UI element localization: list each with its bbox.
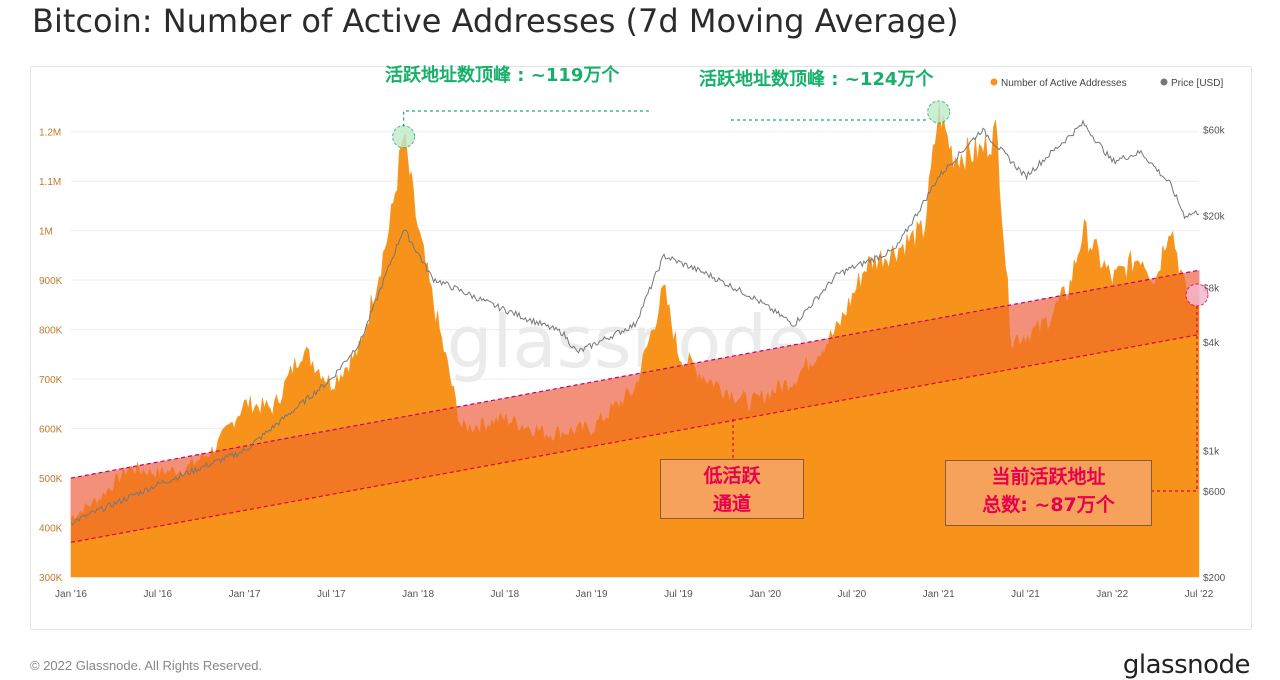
x-tick-label: Jul '18 <box>491 589 520 600</box>
price-line <box>70 119 1200 526</box>
x-tick-label: Jan '20 <box>749 589 781 600</box>
x-tick-label: Jan '16 <box>55 589 87 600</box>
legend-swatch-addresses <box>990 78 998 86</box>
x-tick-label: Jul '22 <box>1185 589 1214 600</box>
y-left-tick-label: 1M <box>39 227 53 238</box>
glassnode-logo: glassnode <box>1122 650 1251 680</box>
current-marker <box>1185 283 1209 307</box>
y-left-tick-label: 400K <box>39 524 63 535</box>
peak-2018-marker <box>392 125 416 149</box>
copyright-footer: © 2022 Glassnode. All Rights Reserved. <box>30 658 263 673</box>
low-activity-channel-band <box>71 270 1199 543</box>
current-connector <box>1149 306 1198 492</box>
x-tick-label: Jan '19 <box>576 589 608 600</box>
legend-label-price: Price [USD] <box>1171 78 1223 89</box>
y-right-tick-label: $8k <box>1203 284 1220 295</box>
y-right-tick-label: $600 <box>1203 487 1226 498</box>
annotation-channel-line1: 低活跃 <box>703 465 761 487</box>
y-right-tick-label: $1k <box>1203 447 1220 458</box>
y-left-tick-label: 800K <box>39 326 63 337</box>
x-tick-label: Jul '16 <box>143 589 172 600</box>
y-left-tick-label: 1.2M <box>39 128 61 139</box>
y-right-tick-label: $20k <box>1203 212 1226 223</box>
annotation-low-activity-channel: 低活跃 通道 <box>660 459 804 519</box>
annotation-current-line2: 总数: ~87万个 <box>982 494 1115 516</box>
peak-2018-connector <box>403 110 651 127</box>
channel-upper-line <box>70 269 1200 479</box>
annotation-current-addresses: 当前活跃地址 总数: ~87万个 <box>945 460 1152 526</box>
chart-svg: 300K 400K 500K 600K 700K 800K 900K 1M 1.1M 1.2M $2… <box>39 78 1226 600</box>
x-tick-label: Jul '20 <box>838 589 867 600</box>
annotation-channel-line2: 通道 <box>712 493 751 515</box>
x-tick-label: Jan '21 <box>923 589 955 600</box>
x-tick-label: Jan '22 <box>1096 589 1128 600</box>
x-tick-label: Jul '17 <box>317 589 346 600</box>
x-tick-label: Jul '19 <box>664 589 693 600</box>
peak-2021-marker <box>927 100 951 124</box>
x-tick-label: Jul '21 <box>1011 589 1040 600</box>
legend-swatch-price <box>1160 78 1168 86</box>
y-left-tick-label: 900K <box>39 276 63 287</box>
chart-panel: 300K 400K 500K 600K 700K 800K 900K 1M 1.1M 1.2M $2… <box>30 65 1252 630</box>
chart-title: Bitcoin: Number of Active Addresses (7d … <box>32 2 959 40</box>
y-right-tick-label: $60k <box>1203 126 1226 137</box>
x-tick-label: Jan '17 <box>229 589 261 600</box>
y-left-tick-label: 700K <box>39 375 63 386</box>
annotation-peak-2021: 活跃地址数顶峰 : ~124万个 <box>699 69 934 90</box>
annotation-peak-2018: 活跃地址数顶峰 : ~119万个 <box>385 65 620 86</box>
annotation-current-line1: 当前活跃地址 <box>991 466 1106 488</box>
y-left-tick-label: 1.1M <box>39 177 61 188</box>
channel-lower-line <box>70 333 1200 543</box>
y-right-tick-label: $4k <box>1203 338 1220 349</box>
y-left-tick-label: 600K <box>39 425 63 436</box>
legend-label-addresses: Number of Active Addresses <box>1001 78 1127 89</box>
y-right-tick-label: $200 <box>1203 573 1226 584</box>
y-left-tick-label: 300K <box>39 573 63 584</box>
x-tick-label: Jan '18 <box>402 589 434 600</box>
y-left-tick-label: 500K <box>39 474 63 485</box>
